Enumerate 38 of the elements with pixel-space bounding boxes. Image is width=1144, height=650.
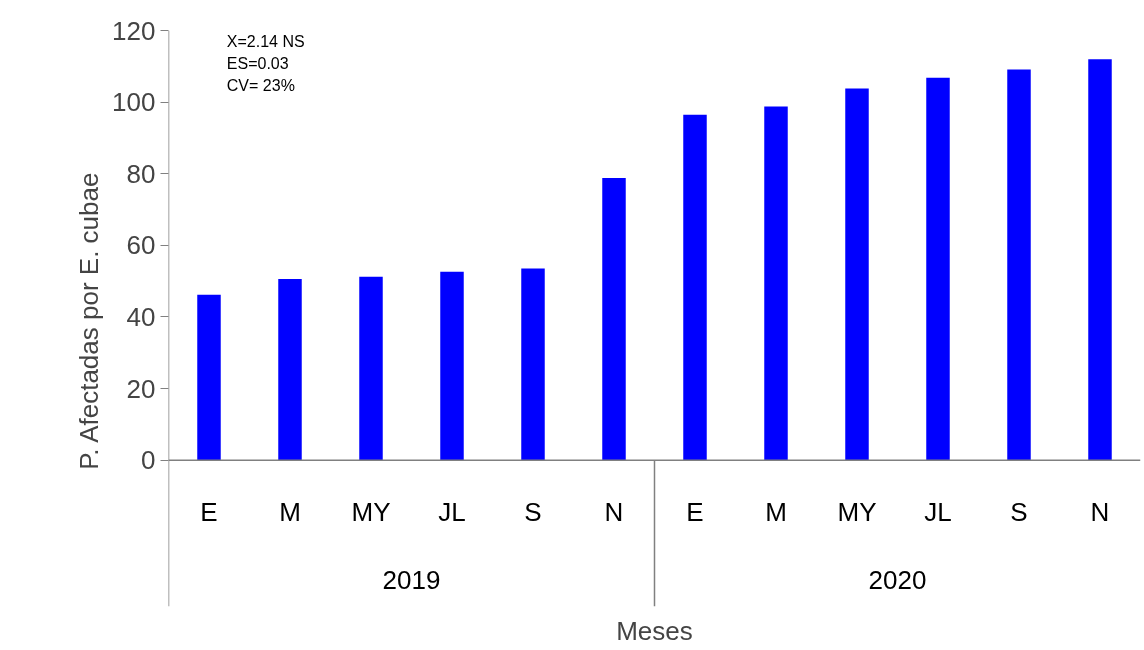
x-tick-label: M [279,496,301,527]
bar [197,294,221,461]
x-tick-label: S [524,496,542,527]
bar [521,268,545,461]
text: 2020 [868,565,927,596]
x-tick-label: MY [837,496,877,527]
annotation: CV= 23% [226,77,295,95]
bar [1088,59,1112,461]
x-axis-title: Meses [616,615,693,646]
bar [764,106,788,461]
bar [440,271,464,461]
y-tick-label: 120 [112,15,156,46]
annotation: ES=0.03 [226,54,289,72]
y-axis-title: P. Afectadas por E. cubae [74,172,105,470]
x-tick-label: N [604,496,624,527]
y-tick-label: 60 [126,230,156,261]
y-tick-label: 80 [126,158,156,189]
bar [1007,69,1031,461]
x-tick-label: N [1090,496,1110,527]
x-tick-label: MY [351,496,391,527]
bar [926,77,950,461]
y-tick-label: 0 [141,445,156,476]
y-tick-label: 40 [126,301,156,332]
bar [845,88,869,461]
y-tick-label: 20 [126,373,156,404]
x-tick-label: E [686,496,704,527]
bar [602,178,626,461]
y-tick-label: 100 [112,87,156,118]
text: 2019 [382,565,441,596]
x-tick-label: E [200,496,218,527]
annotation: X=2.14 NS [226,32,305,50]
bar [683,114,707,461]
x-tick-label: S [1010,496,1028,527]
x-tick-label: JL [924,496,952,527]
bar [359,276,383,461]
x-tick-label: M [765,496,787,527]
bar [278,278,302,461]
x-tick-label: JL [438,496,466,527]
